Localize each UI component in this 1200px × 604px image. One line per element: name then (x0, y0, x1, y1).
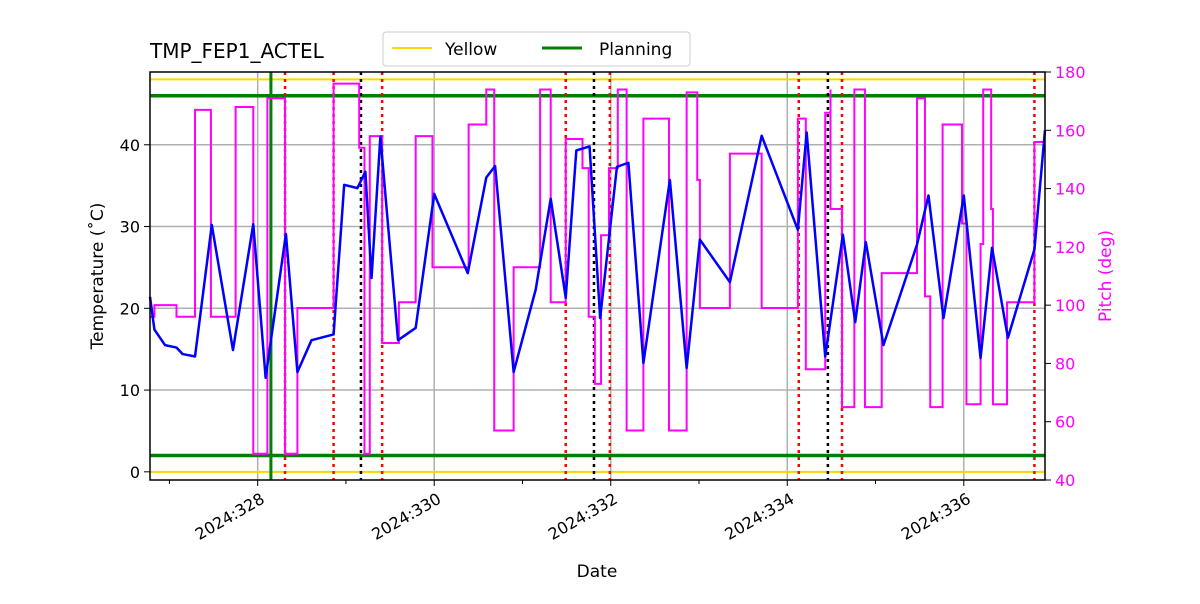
y-tick-label: 0 (130, 463, 140, 482)
y2-tick-label: 80 (1055, 354, 1075, 373)
y2-tick-label: 140 (1055, 180, 1086, 199)
legend-label-planning: Planning (599, 40, 672, 60)
y2-tick-label: 120 (1055, 238, 1086, 257)
x-tick-label: 2024:328 (192, 489, 268, 544)
y-axis-label: Temperature (˚C) (87, 203, 108, 351)
legend-box (382, 31, 691, 67)
temperature-series-line (148, 129, 1047, 380)
x-tick-label: 2024:334 (721, 489, 797, 544)
y2-tick-label: 180 (1055, 63, 1086, 82)
y-tick-label: 20 (120, 299, 140, 318)
y2-tick-label: 100 (1055, 296, 1086, 315)
legend: Yellow Planning (382, 31, 691, 67)
y2-tick-label: 160 (1055, 121, 1086, 140)
legend-label-yellow: Yellow (444, 40, 497, 60)
y-tick-label: 40 (120, 136, 140, 155)
y2-tick-label: 40 (1055, 471, 1075, 490)
x-tick-label: 2024:336 (898, 489, 974, 544)
plot-frame (149, 71, 1046, 481)
x-tick-label: 2024:330 (368, 489, 444, 544)
x-tick-label: 2024:332 (545, 489, 621, 544)
chart-title: TMP_FEP1_ACTEL (149, 39, 325, 63)
y-tick-label: 10 (120, 381, 140, 400)
x-axis-label: Date (577, 562, 618, 582)
y2-axis-label: Pitch (deg) (1096, 230, 1116, 322)
y2-tick-label: 60 (1055, 413, 1075, 432)
y-tick-label: 30 (120, 218, 140, 237)
